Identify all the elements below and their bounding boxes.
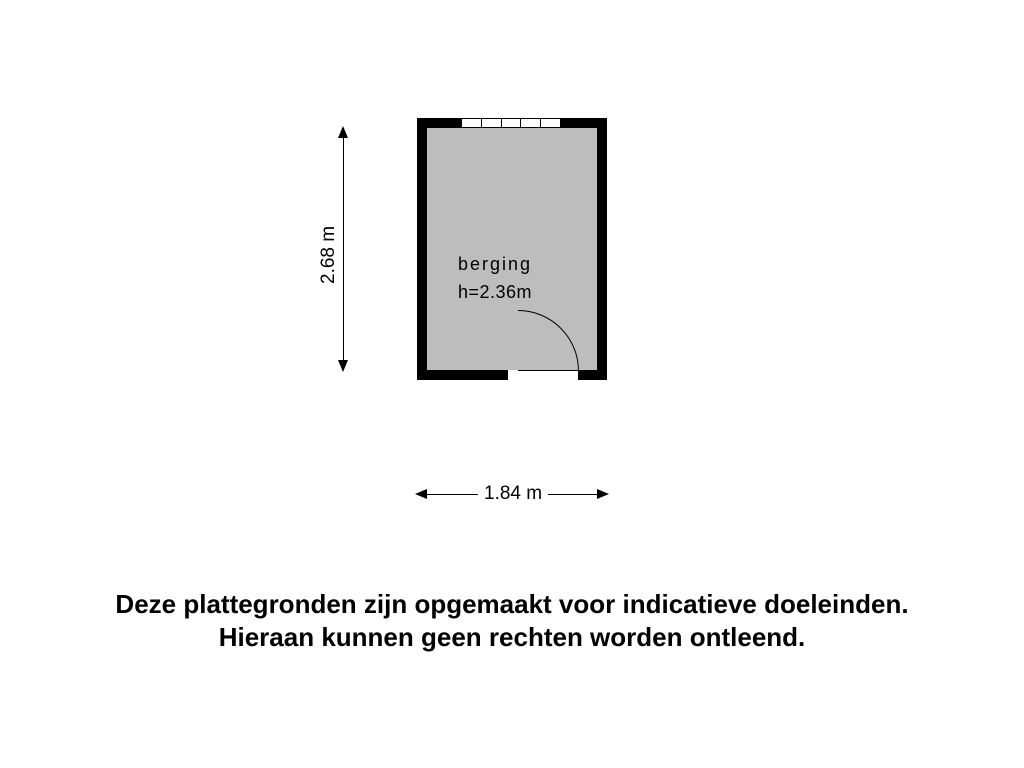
floorplan-canvas: berging h=2.36m 2.68 m 1.84 m Deze platt…	[0, 0, 1024, 768]
room-height-label: h=2.36m	[458, 282, 532, 303]
dimension-arrow-left	[415, 489, 427, 499]
dimension-arrow-down	[338, 360, 348, 372]
disclaimer-line-2: Hieraan kunnen geen rechten worden ontle…	[0, 621, 1024, 654]
door-leaf	[518, 370, 578, 371]
disclaimer-text: Deze plattegronden zijn opgemaakt voor i…	[0, 588, 1024, 653]
dimension-label-horizontal: 1.84 m	[478, 483, 548, 505]
dimension-line-vertical	[343, 128, 344, 370]
room-floor	[427, 128, 597, 370]
door-opening	[508, 370, 578, 380]
dimension-label-vertical: 2.68 m	[318, 220, 340, 290]
room-name-label: berging	[458, 254, 532, 275]
room-walls	[417, 118, 607, 380]
window-opening	[461, 118, 561, 128]
dimension-arrow-up	[338, 126, 348, 138]
disclaimer-line-1: Deze plattegronden zijn opgemaakt voor i…	[0, 588, 1024, 621]
dimension-arrow-right	[597, 489, 609, 499]
